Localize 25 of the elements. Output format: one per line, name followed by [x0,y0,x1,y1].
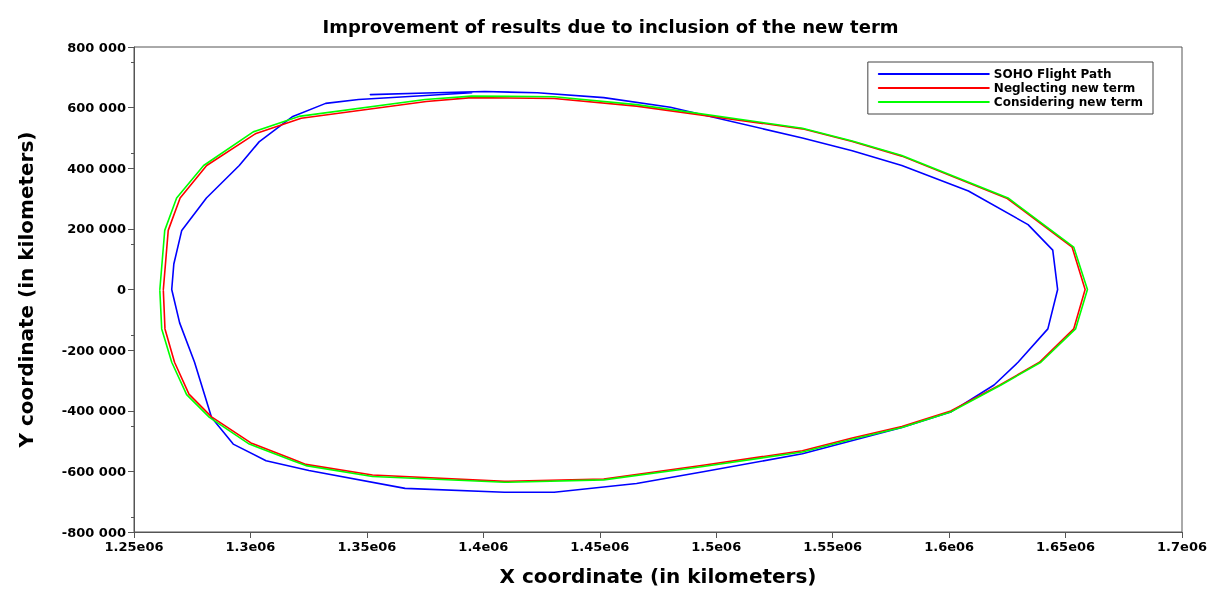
y-tick-label: 0 [116,282,126,297]
x-tick-label: 1.65e06 [1036,539,1096,554]
x-tick-label: 1.4e06 [458,539,509,554]
chart-title: Improvement of results due to inclusion of the new term [322,15,899,37]
x-tick-label: 1.55e06 [803,539,863,554]
y-tick-label: 400 000 [67,160,126,176]
text: Considering new term [993,95,1144,109]
x-tick-label: 1.5e06 [691,539,742,554]
x-tick-label: 1.3e06 [225,539,276,554]
y-tick-label: -400 000 [61,403,126,419]
x-tick-label: 1.45e06 [570,539,630,554]
x-tick-label: 1.6e06 [924,539,975,554]
y-axis-title: Y coordinate (in kilometers) [14,131,38,449]
x-axis-title: X coordinate (in kilometers) [499,564,817,588]
x-tick-label: 1.35e06 [337,539,397,554]
y-tick-label: 800 000 [67,39,126,55]
y-tick-label: -600 000 [61,463,126,479]
x-tick-label: 1.25e06 [104,539,164,554]
text: SOHO Flight Path [993,67,1112,81]
x-tick-label: 1.7e06 [1157,539,1207,554]
y-tick-label: 200 000 [67,221,126,237]
y-tick-label: -200 000 [61,342,126,358]
y-tick-label: 600 000 [67,100,126,116]
y-tick-label: -800 000 [61,524,126,540]
text: Neglecting new term [993,81,1136,95]
